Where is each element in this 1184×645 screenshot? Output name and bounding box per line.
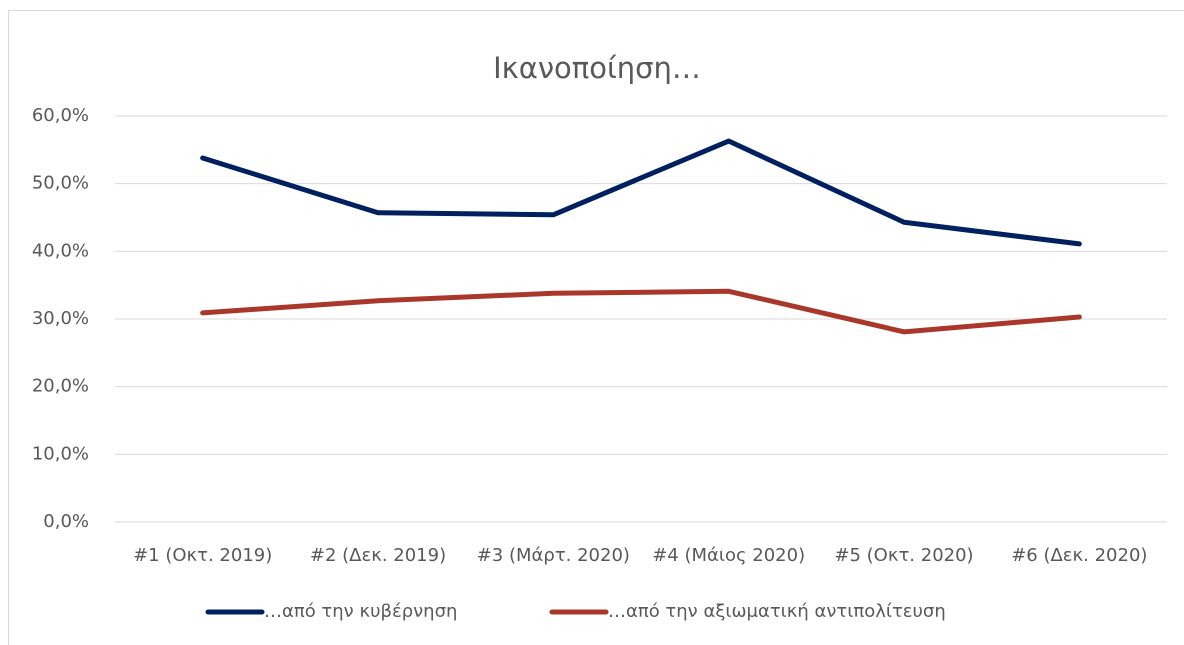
x-tick-label: #3 (Μάρτ. 2020) [477,545,630,566]
x-tick-label: #6 (Δεκ. 2020) [1011,545,1147,566]
y-tick-label: 60,0% [32,105,89,126]
y-tick-label: 20,0% [32,376,89,397]
x-tick-label: #1 (Οκτ. 2019) [133,545,272,566]
legend-label: …από την κυβέρνηση [264,601,457,622]
y-tick-label: 10,0% [32,443,89,464]
chart-title: Ικανοποίηση… [493,51,701,85]
y-tick-label: 40,0% [32,240,89,261]
x-tick-label: #4 (Μάιος 2020) [652,545,805,566]
data-line [200,138,1082,247]
y-tick-label: 0,0% [43,511,89,532]
legend-label: …από την αξιωματική αντιπολίτευση [608,601,946,622]
y-tick-label: 30,0% [32,308,89,329]
y-tick-label: 50,0% [32,173,89,194]
x-tick-label: #5 (Οκτ. 2020) [834,545,973,566]
x-tick-label: #2 (Δεκ. 2019) [310,545,446,566]
data-line [200,288,1082,335]
